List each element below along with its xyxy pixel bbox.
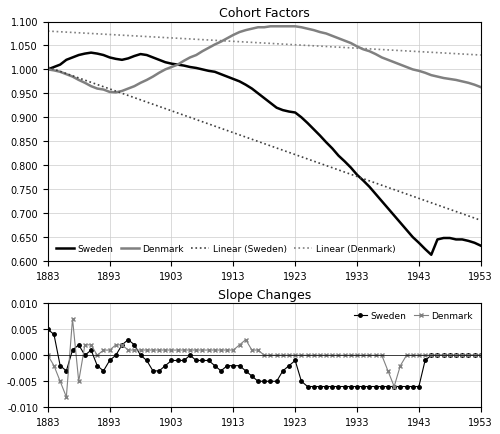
Sweden	[45, 68, 51, 73]
Denmark	[45, 68, 51, 73]
Denmark	[317, 30, 323, 36]
Legend: Sweden, Denmark, Linear (Sweden), Linear (Denmark): Sweden, Denmark, Linear (Sweden), Linear…	[52, 241, 399, 257]
Sweden	[447, 236, 453, 241]
Sweden	[310, 384, 316, 389]
Title: Cohort Factors: Cohort Factors	[219, 7, 310, 20]
Sweden	[45, 327, 51, 332]
Sweden	[255, 379, 261, 384]
Sweden	[466, 239, 471, 244]
Sweden	[304, 384, 310, 389]
Denmark	[478, 85, 484, 91]
Line: Sweden: Sweden	[48, 53, 480, 255]
Sweden	[168, 358, 174, 363]
Sweden	[478, 243, 484, 249]
Denmark	[70, 316, 75, 322]
Denmark	[57, 70, 63, 75]
Sweden	[459, 353, 465, 358]
Sweden	[379, 384, 385, 389]
Line: Denmark: Denmark	[46, 317, 483, 399]
Denmark	[113, 91, 119, 96]
Denmark	[64, 395, 70, 400]
Denmark	[262, 26, 268, 31]
Sweden	[113, 57, 119, 62]
Denmark	[478, 353, 484, 358]
Denmark	[45, 353, 51, 358]
Denmark	[466, 353, 471, 358]
Sweden	[262, 96, 268, 102]
Denmark	[447, 77, 453, 82]
Legend: Sweden, Denmark: Sweden, Denmark	[350, 308, 476, 324]
Sweden	[57, 363, 63, 368]
Denmark	[119, 342, 125, 348]
Line: Denmark: Denmark	[48, 27, 480, 93]
Denmark	[268, 25, 274, 30]
Sweden	[478, 353, 484, 358]
Denmark	[268, 353, 274, 358]
Title: Slope Changes: Slope Changes	[218, 288, 311, 301]
Sweden	[428, 253, 434, 258]
Line: Sweden: Sweden	[46, 328, 482, 388]
Sweden	[57, 63, 63, 68]
Denmark	[317, 353, 323, 358]
Sweden	[310, 127, 316, 132]
Denmark	[466, 81, 471, 86]
Denmark	[106, 90, 112, 95]
Denmark	[57, 379, 63, 384]
Sweden	[88, 51, 94, 56]
Denmark	[447, 353, 453, 358]
